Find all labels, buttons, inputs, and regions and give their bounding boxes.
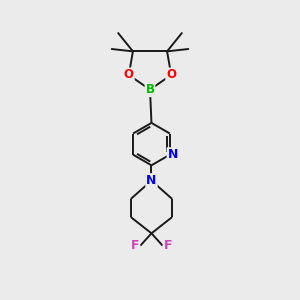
Text: N: N <box>146 174 157 187</box>
Text: F: F <box>131 239 139 252</box>
Text: N: N <box>168 148 178 161</box>
Text: O: O <box>124 68 134 81</box>
Text: O: O <box>166 68 176 81</box>
Text: F: F <box>164 239 172 252</box>
Text: B: B <box>146 83 154 96</box>
